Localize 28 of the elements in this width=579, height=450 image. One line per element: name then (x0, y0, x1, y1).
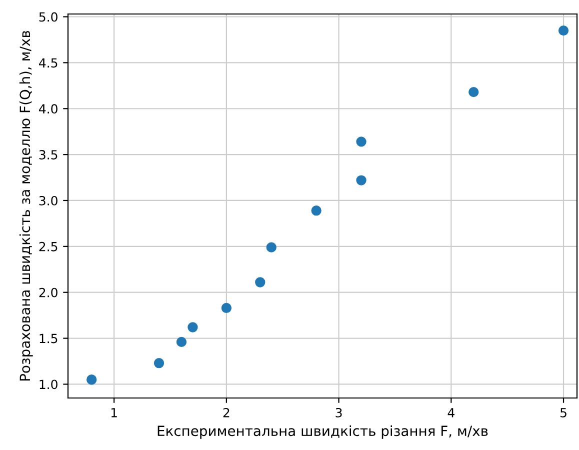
point (255, 277, 266, 288)
point (86, 374, 97, 385)
point (558, 25, 569, 36)
y-tick-label: 1.0 (40, 380, 58, 390)
point (154, 358, 164, 368)
y-tick-label: 2.0 (39, 288, 58, 298)
x-tick-label: 1 (111, 408, 117, 418)
y-axis-title: Розрахована швидкість за моделлю F(Q,h), м/хв (19, 30, 33, 381)
y-tick-label: 5.0 (39, 12, 58, 22)
x-tick-label: 5 (560, 408, 566, 418)
x-tick-label: 3 (336, 408, 342, 418)
point (356, 136, 366, 147)
x-tick-label: 4 (448, 408, 454, 418)
point (266, 242, 276, 252)
point (468, 87, 479, 98)
point (221, 302, 232, 314)
y-tick-label: 1.5 (40, 334, 58, 344)
y-tick-label: 2.5 (39, 242, 58, 252)
y-tick-label: 4.5 (39, 58, 58, 68)
point (311, 206, 322, 216)
y-tick-label: 3.0 (39, 196, 58, 206)
x-axis-title: Експериментальна швидкість різання F, м/хв (158, 425, 488, 439)
point (176, 336, 187, 348)
y-tick-label: 4.0 (39, 104, 58, 114)
x-tick-label: 2 (223, 408, 230, 418)
point (356, 175, 366, 186)
point (188, 322, 198, 332)
y-tick-label: 3.5 (39, 150, 58, 160)
